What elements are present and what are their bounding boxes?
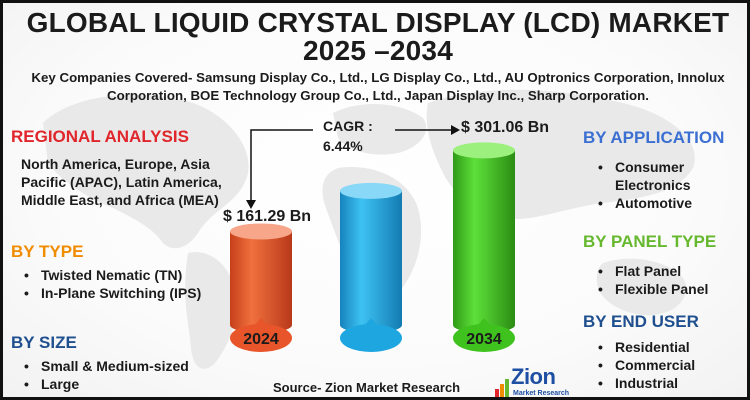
by-panel-type-list: Flat Panel Flexible Panel xyxy=(595,262,745,298)
list-item: Industrial xyxy=(595,374,745,392)
cagr-arrow-head-left xyxy=(246,200,256,209)
year-label-2024: 2024 xyxy=(243,331,279,348)
bar-2024: 2024 xyxy=(230,223,292,352)
market-chart: 2024 2034 xyxy=(230,125,515,352)
by-end-user-list: Residential Commercial Industrial xyxy=(595,338,745,392)
bar-value-label-2024: $ 161.29 Bn xyxy=(223,208,312,225)
list-item: Large xyxy=(21,375,231,393)
by-size-list: Small & Medium-sized Large xyxy=(21,357,231,393)
by-application-heading: BY APPLICATION xyxy=(583,128,725,147)
bar-middle xyxy=(340,182,402,352)
by-type-heading: BY TYPE xyxy=(11,242,84,261)
by-type-list: Twisted Nematic (TN) In-Plane Switching … xyxy=(21,266,231,302)
list-item: Automotive xyxy=(595,194,725,212)
year-label-2034: 2034 xyxy=(466,331,502,348)
cagr-label: CAGR : xyxy=(323,118,373,134)
zion-logo-sub: Market Research xyxy=(513,390,570,397)
cagr-value: 6.44% xyxy=(323,138,363,154)
by-application-list: Consumer Electronics Automotive xyxy=(595,158,725,212)
by-end-user-heading: BY END USER xyxy=(583,312,699,331)
list-item: Commercial xyxy=(595,356,745,374)
page-title-line1: GLOBAL LIQUID CRYSTAL DISPLAY (LCD) MARK… xyxy=(26,7,730,38)
page-title-line2: 2025 –2034 xyxy=(303,35,453,66)
year-badge xyxy=(230,324,292,352)
list-item: In-Plane Switching (IPS) xyxy=(21,284,231,302)
cagr-arrow xyxy=(250,129,313,202)
year-badge xyxy=(340,324,402,352)
by-panel-type-heading: BY PANEL TYPE xyxy=(583,232,717,251)
source-text: Source- Zion Market Research xyxy=(273,380,461,395)
year-badge xyxy=(453,324,515,352)
cagr-arrow-head-right xyxy=(451,125,460,135)
by-size-heading: BY SIZE xyxy=(11,333,77,352)
bar-value-label-2034: $ 301.06 Bn xyxy=(461,119,550,136)
list-item: Twisted Nematic (TN) xyxy=(21,266,231,284)
bar-2034: 2034 xyxy=(453,142,515,352)
list-item: Flexible Panel xyxy=(595,280,745,298)
list-item: Small & Medium-sized xyxy=(21,357,231,375)
list-item: Residential xyxy=(595,338,745,356)
zion-logo-word: Zion xyxy=(511,364,556,389)
regional-analysis-heading: REGIONAL ANALYSIS xyxy=(11,127,189,146)
list-item: Consumer Electronics xyxy=(595,158,725,194)
zion-logo-icon xyxy=(495,379,509,397)
regional-analysis-text: North America, Europe, Asia Pacific (APA… xyxy=(21,156,222,208)
list-item: Flat Panel xyxy=(595,262,745,280)
key-companies-text: Key Companies Covered- Samsung Display C… xyxy=(31,70,725,103)
